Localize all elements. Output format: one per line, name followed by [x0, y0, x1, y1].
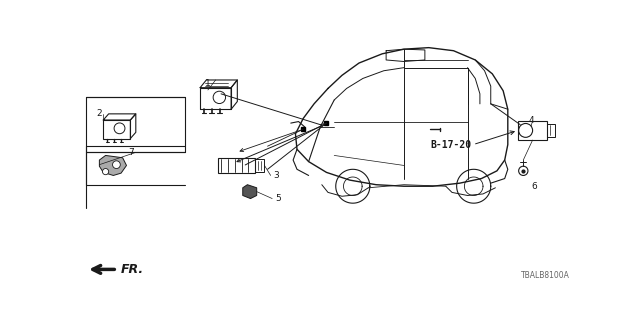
Text: 2: 2 [96, 109, 102, 118]
Bar [518, 121, 547, 140]
Bar [255, 159, 264, 172]
Polygon shape [243, 185, 257, 198]
Bar [547, 124, 555, 137]
Polygon shape [99, 156, 127, 175]
Text: 4: 4 [528, 116, 534, 124]
Text: TBALB8100A: TBALB8100A [521, 271, 570, 280]
Bar [200, 88, 231, 109]
Text: 5: 5 [275, 194, 281, 203]
Circle shape [113, 161, 120, 169]
Text: B-17-20: B-17-20 [430, 140, 472, 150]
Text: 1: 1 [205, 79, 211, 88]
Text: 6: 6 [531, 182, 537, 191]
Text: FR.: FR. [120, 263, 143, 276]
Bar [218, 158, 255, 173]
Bar [103, 120, 131, 139]
Circle shape [102, 169, 109, 175]
Text: 7: 7 [129, 148, 134, 157]
Text: 3: 3 [274, 171, 280, 180]
